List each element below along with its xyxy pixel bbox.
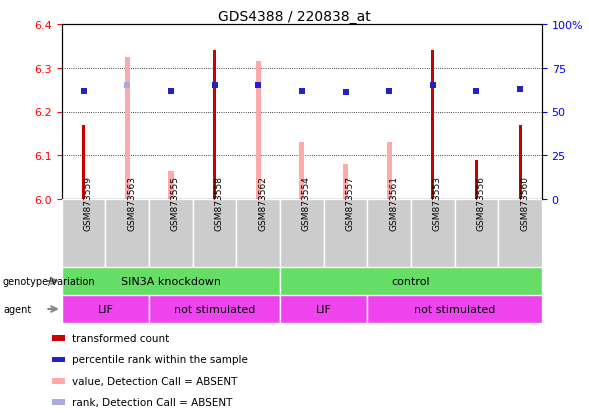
Text: transformed count: transformed count [72,333,170,343]
Text: GSM873556: GSM873556 [477,176,485,230]
Bar [475,160,478,199]
Bar [299,143,305,199]
Bar [52,399,65,405]
Text: GDS4388 / 220838_at: GDS4388 / 220838_at [218,10,371,24]
Text: GSM873558: GSM873558 [214,176,224,230]
Bar [280,199,324,267]
Bar [343,165,348,199]
Text: genotype/variation: genotype/variation [3,276,95,286]
Text: GSM873559: GSM873559 [84,176,92,230]
Text: not stimulated: not stimulated [174,304,255,314]
Bar [52,335,65,341]
Bar [105,199,149,267]
Bar [431,51,434,199]
Text: LIF: LIF [98,304,114,314]
Bar [62,267,280,295]
Bar [518,125,522,199]
Text: GSM873563: GSM873563 [127,176,136,230]
Text: LIF: LIF [316,304,332,314]
Text: GSM873562: GSM873562 [258,176,267,230]
Text: GSM873560: GSM873560 [520,176,529,230]
Bar [411,199,455,267]
Bar [149,295,280,323]
Bar [52,357,65,362]
Text: GSM873561: GSM873561 [389,176,398,230]
Bar [52,378,65,384]
Bar [168,171,174,199]
Bar [455,199,498,267]
Bar [386,143,392,199]
Bar [256,62,261,199]
Text: GSM873555: GSM873555 [171,176,180,230]
Bar [193,199,236,267]
Bar [236,199,280,267]
Text: not stimulated: not stimulated [414,304,495,314]
Text: GSM873554: GSM873554 [302,176,311,230]
Bar [62,199,105,267]
Text: percentile rank within the sample: percentile rank within the sample [72,354,248,364]
Text: GSM873553: GSM873553 [433,176,442,230]
Bar [213,51,216,199]
Text: rank, Detection Call = ABSENT: rank, Detection Call = ABSENT [72,397,233,407]
Text: SIN3A knockdown: SIN3A knockdown [121,276,221,286]
Bar [368,199,411,267]
Text: value, Detection Call = ABSENT: value, Detection Call = ABSENT [72,376,237,386]
Text: control: control [392,276,431,286]
Bar [62,295,149,323]
Bar [280,295,368,323]
Bar [368,295,542,323]
Bar [149,199,193,267]
Bar [280,267,542,295]
Text: agent: agent [3,304,31,314]
Bar [125,58,130,199]
Bar [324,199,368,267]
Text: GSM873557: GSM873557 [346,176,355,230]
Bar [498,199,542,267]
Bar [82,125,85,199]
